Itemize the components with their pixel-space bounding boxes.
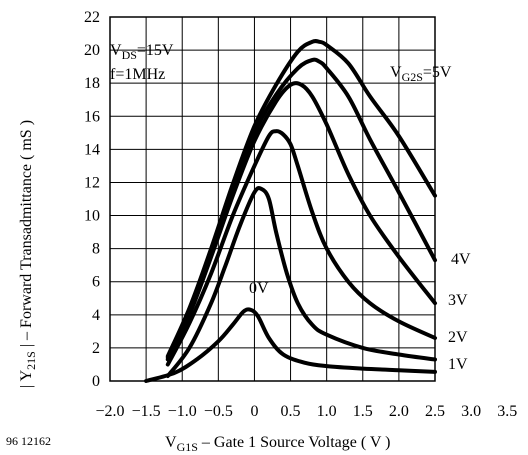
x-tick-label: −0.5	[204, 403, 233, 420]
y-axis-label: | Y21S | – Forward Transadmittance ( mS …	[18, 120, 38, 388]
curve-vg2s-2V	[165, 129, 437, 367]
plot-frame	[109, 16, 436, 382]
y-tick-label: 6	[92, 274, 100, 291]
curve-label-1V: 1V	[448, 356, 468, 373]
y-tick-label: 22	[84, 9, 100, 26]
x-tick-label: 1.0	[317, 403, 337, 420]
y-tick-label: 14	[84, 141, 100, 158]
y-tick-label: 20	[84, 42, 100, 59]
x-tick-label: 0	[250, 403, 258, 420]
figure-id: 96 12162	[6, 434, 51, 448]
y-tick-label: 18	[84, 75, 100, 92]
y-tick-label: 16	[84, 108, 100, 125]
y-tick-label: 10	[84, 208, 100, 225]
curve-label-2V: 2V	[448, 329, 468, 346]
curve-label-0V: 0V	[249, 280, 269, 297]
curve-label-3V: 3V	[448, 292, 468, 309]
y-tick-label: 0	[92, 373, 100, 390]
x-tick-label: 3.0	[461, 403, 481, 420]
curve-vg2s-1V	[165, 186, 437, 378]
y-tick-label: 12	[84, 174, 100, 191]
x-tick-label: 3.5	[497, 403, 517, 420]
curves	[144, 38, 437, 383]
x-tick-label: 2.5	[425, 403, 445, 420]
curve-vg2s-5V	[165, 38, 437, 359]
condition-freq: f=1MHz	[110, 66, 165, 83]
curve-label-4V: 4V	[451, 251, 471, 268]
x-tick-label: −1.5	[132, 403, 161, 420]
x-axis-label: VG1S – Gate 1 Source Voltage ( V )	[165, 434, 390, 454]
y-tick-label: 4	[92, 307, 100, 324]
y-tick-label: 2	[92, 340, 100, 357]
curve-vg2s-0V	[144, 307, 437, 383]
y-tick-labels: 0 2 4 6 8 10 12 14 16 18 20 22	[84, 9, 100, 390]
x-tick-label: −1.0	[168, 403, 197, 420]
x-tick-label: 1.5	[353, 403, 373, 420]
x-tick-label: −2.0	[95, 403, 124, 420]
x-tick-label: 0.5	[281, 403, 301, 420]
x-tick-label: 2.0	[389, 403, 409, 420]
x-tick-labels: −2.0 −1.5 −1.0 −0.5 0 0.5 1.0 1.5 2.0 2.5 3.0 3.5	[95, 403, 517, 420]
y-tick-label: 8	[92, 241, 100, 258]
condition-vds: VDS=15V	[110, 42, 174, 62]
curve-labels: VG2S=5V 4V 3V 2V 1V 0V	[249, 64, 471, 373]
curve-label-5V: VG2S=5V	[390, 64, 452, 84]
